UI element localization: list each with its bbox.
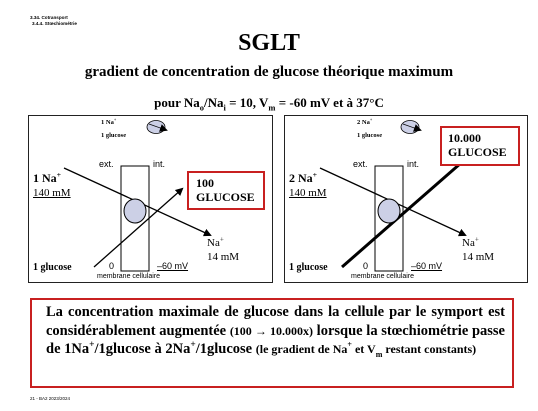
zero-potential-label: 0	[363, 261, 369, 271]
result-box: 100 GLUCOSE	[187, 171, 265, 210]
glucose-arrow	[341, 154, 472, 269]
stoichiometry-label: 2 Na+ 1 glucose	[357, 116, 383, 140]
zero-potential-label: 0	[109, 261, 115, 271]
int-label: int.	[153, 159, 166, 169]
footer: 21 - BA2 2023/2024	[30, 396, 71, 401]
result-value: 10.000	[448, 131, 481, 145]
breadcrumb-item: 3.4.4. Stœchiométrie	[32, 21, 77, 26]
na-outside-label: 2 Na+	[289, 170, 318, 185]
stoich-glucose: 1 glucose	[357, 132, 383, 139]
glucose-outside-label: 1 glucose	[33, 262, 72, 273]
result-unit: GLUCOSE	[448, 145, 507, 159]
membrane-label: membrane cellulaire	[351, 273, 415, 280]
na-outside-concentration: 140 mM	[289, 187, 327, 199]
glucose-arrow	[93, 187, 184, 268]
transporter-icon	[123, 198, 147, 224]
na-inside-label: Na+	[207, 235, 224, 249]
int-label: int.	[407, 159, 420, 169]
na-inside-concentration: 14 mM	[462, 251, 495, 263]
panel-1-diagram	[63, 120, 212, 272]
glucose-outside-label: 1 glucose	[289, 262, 328, 273]
panel-2: 2 Na+ 1 glucose ext. int. 2 Na+ 140 mM 1…	[284, 115, 528, 283]
transporter-mini-icon	[146, 120, 166, 134]
conclusion-box: La concentration maximale de glucose dan…	[30, 298, 514, 388]
page-title: SGLT	[238, 30, 300, 56]
panel-2-diagram	[319, 120, 472, 272]
voltage-label: –60 mV	[157, 261, 189, 271]
conclusion-text: La concentration maximale de glucose dan…	[46, 304, 505, 359]
result-unit: GLUCOSE	[196, 190, 255, 204]
result-text: 100 GLUCOSE	[196, 176, 255, 204]
ext-label: ext.	[353, 159, 368, 169]
transporter-icon	[377, 198, 401, 224]
voltage-label: –60 mV	[411, 261, 443, 271]
ext-label: ext.	[99, 159, 114, 169]
result-value: 100	[196, 176, 214, 190]
na-outside-concentration: 140 mM	[33, 187, 71, 199]
membrane-label: membrane cellulaire	[97, 273, 161, 280]
na-inside-concentration: 14 mM	[207, 251, 240, 263]
subtitle: gradient de concentration de glucose thé…	[84, 64, 454, 80]
stoich-glucose: 1 glucose	[101, 132, 127, 139]
stoich-na: 1 Na+	[101, 116, 117, 126]
conditions-line: pour Nao/Nai = 10, Vm = -60 mV et à 37°C	[154, 95, 384, 113]
na-outside-label: 1 Na+	[33, 170, 62, 185]
mini-arrow	[402, 123, 422, 132]
result-box: 10.000 GLUCOSE	[440, 126, 520, 166]
result-text: 10.000 GLUCOSE	[448, 131, 507, 159]
transporter-mini-icon	[400, 120, 420, 134]
stoichiometry-label: 1 Na+ 1 glucose	[101, 116, 127, 140]
mini-arrow	[148, 123, 168, 132]
panel-1: 1 Na+ 1 glucose ext. int. 1 Na+ 140 mM 1…	[28, 115, 273, 283]
stoich-na: 2 Na+	[357, 116, 373, 126]
na-inside-label: Na+	[462, 235, 479, 249]
breadcrumb: 3.34. Cotransport 3.4.4. Stœchiométrie	[30, 15, 77, 27]
breadcrumb-item: 3.34. Cotransport	[30, 15, 68, 20]
